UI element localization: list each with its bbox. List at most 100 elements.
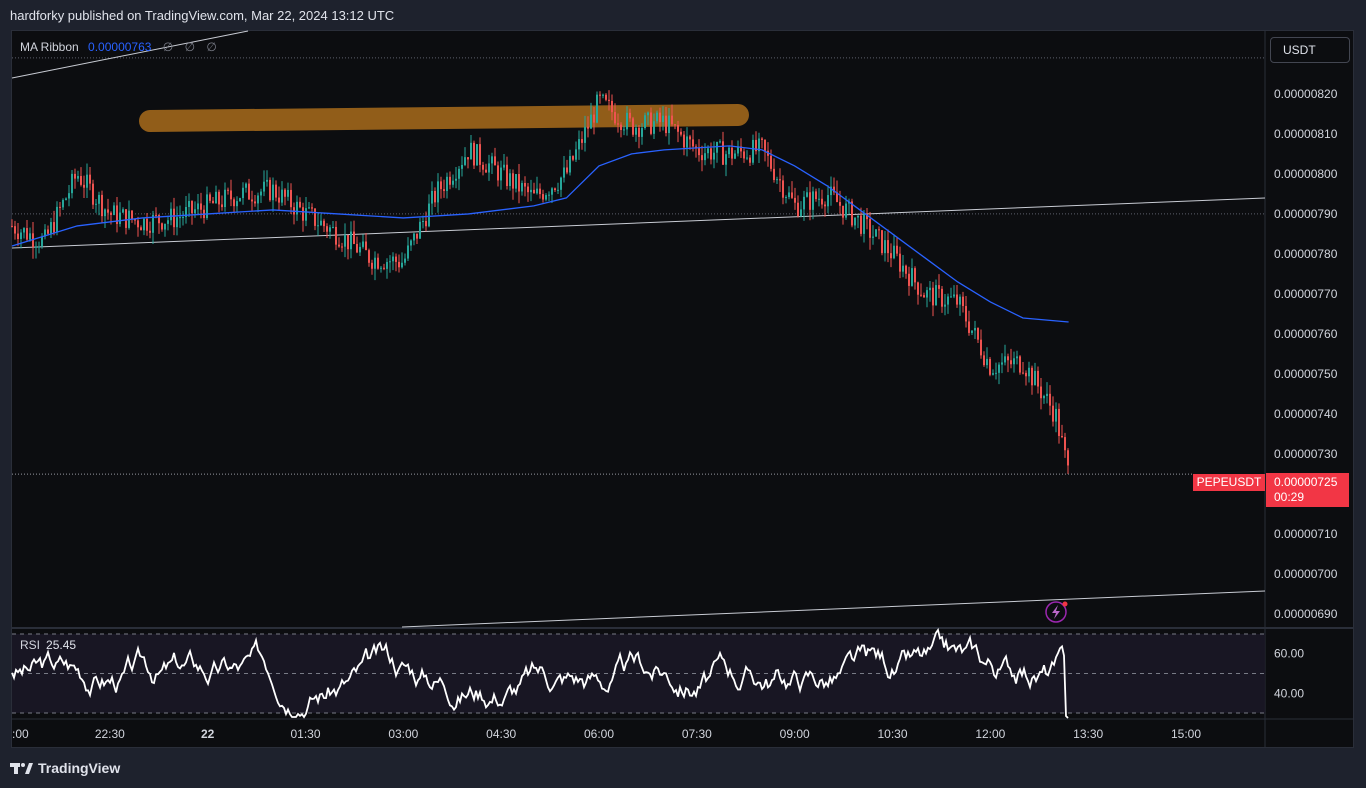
candle-body-117: [362, 241, 364, 247]
candle-body-26: [89, 174, 91, 184]
publish-header: hardforky published on TradingView.com, …: [10, 8, 395, 23]
candle-body-185: [566, 167, 568, 173]
ticker-badge: PEPEUSDT: [1193, 474, 1265, 491]
candle-body-127: [392, 256, 394, 262]
candle-body-250: [761, 138, 763, 140]
candle-body-150: [461, 164, 463, 169]
candle-body-222: [677, 125, 679, 132]
trendline-top[interactable]: [11, 30, 249, 79]
candle-body-238: [725, 154, 727, 165]
candle-body-226: [689, 136, 691, 140]
candle-body-5: [26, 228, 28, 240]
candle-body-223: [680, 131, 682, 135]
candle-body-83: [260, 191, 262, 196]
candle-body-258: [785, 197, 787, 199]
candle-body-340: [1031, 367, 1033, 386]
candle-body-170: [521, 182, 523, 192]
candle-body-92: [287, 189, 289, 197]
candle-body-28: [95, 203, 97, 205]
candle-body-256: [779, 179, 781, 181]
lightning-icon[interactable]: [1045, 601, 1067, 623]
candle-body-86: [269, 179, 271, 201]
candle-body-166: [509, 173, 511, 186]
candle-body-327: [992, 373, 994, 375]
time-tick-label-11: 13:30: [1073, 727, 1103, 741]
candle-body-237: [722, 141, 724, 165]
candle-body-18: [65, 198, 67, 200]
price-tick-label-10: 0.00000730: [1274, 447, 1338, 461]
resistance-highlight-drawing[interactable]: [139, 104, 749, 132]
lightning-bolt-icon: [1052, 605, 1060, 619]
candle-body-153: [470, 142, 472, 160]
candle-body-284: [863, 214, 865, 234]
candle-body-114: [353, 231, 355, 244]
candle-body-195: [596, 94, 598, 123]
candle-body-308: [935, 285, 937, 306]
candle-body-322: [977, 328, 979, 340]
rsi-legend[interactable]: RSI 25.45: [20, 638, 76, 652]
candle-body-221: [674, 124, 676, 126]
candle-body-320: [971, 330, 973, 333]
footer-brand[interactable]: TradingView: [10, 760, 120, 776]
candle-body-164: [503, 164, 505, 168]
candle-body-133: [410, 240, 412, 246]
candle-body-336: [1019, 356, 1021, 373]
candle-body-6: [29, 233, 31, 240]
candle-body-339: [1028, 367, 1030, 377]
time-tick-label-10: 12:00: [975, 727, 1005, 741]
ma-ribbon-legend[interactable]: MA Ribbon 0.00000763 ∅ ∅ ∅: [20, 40, 225, 54]
candle-body-61: [194, 209, 196, 214]
candle-body-207: [632, 118, 634, 135]
candle-body-71: [224, 189, 226, 208]
candle-body-242: [737, 146, 739, 154]
candle-body-220: [671, 115, 673, 125]
candle-body-271: [824, 204, 826, 207]
candle-body-247: [752, 139, 754, 163]
candle-body-209: [638, 127, 640, 137]
candle-body-193: [590, 114, 592, 129]
candle-body-347: [1052, 405, 1054, 422]
candle-body-159: [488, 163, 490, 173]
candle-body-329: [998, 364, 1000, 373]
candle-body-35: [116, 205, 118, 224]
candle-body-58: [185, 206, 187, 218]
candle-body-316: [959, 296, 961, 305]
trendline-bottom[interactable]: [401, 590, 1266, 628]
candle-body-81: [254, 201, 256, 204]
candle-body-333: [1010, 360, 1012, 365]
candle-body-300: [911, 268, 913, 286]
rsi-line[interactable]: [11, 627, 1069, 719]
ma-ribbon-na-2: ∅: [184, 40, 196, 54]
candle-body-130: [401, 262, 403, 268]
candle-body-216: [659, 112, 661, 123]
ma-ribbon-line[interactable]: [11, 145, 1069, 323]
time-tick-label-1: 22:30: [95, 727, 125, 741]
candle-body-231: [704, 153, 706, 161]
candle-body-172: [527, 186, 529, 193]
candle-body-33: [110, 212, 112, 215]
candle-body-219: [668, 115, 670, 134]
candle-body-201: [614, 112, 616, 124]
candle-body-313: [950, 296, 952, 298]
ma-ribbon-name: MA Ribbon: [20, 40, 79, 54]
candle-body-13: [50, 222, 52, 234]
candle-body-152: [467, 157, 469, 160]
candle-body-310: [941, 288, 943, 307]
candle-body-285: [866, 214, 868, 220]
candle-body-283: [860, 215, 862, 234]
candle-body-142: [437, 181, 439, 203]
candle-body-268: [815, 191, 817, 200]
candle-body-131: [404, 258, 406, 263]
candle-body-248: [755, 139, 757, 152]
currency-selector[interactable]: USDT: [1270, 37, 1350, 63]
candle-body-109: [338, 244, 340, 247]
trendline-middle[interactable]: [11, 197, 1266, 249]
candle-body-352: [1067, 450, 1069, 466]
candle-body-263: [800, 209, 802, 217]
candle-body-274: [833, 186, 835, 193]
last-price-badge: 0.00000725 00:29: [1266, 473, 1349, 507]
candle-body-160: [491, 156, 493, 164]
candle-body-60: [191, 201, 193, 214]
candle-body-62: [197, 203, 199, 210]
